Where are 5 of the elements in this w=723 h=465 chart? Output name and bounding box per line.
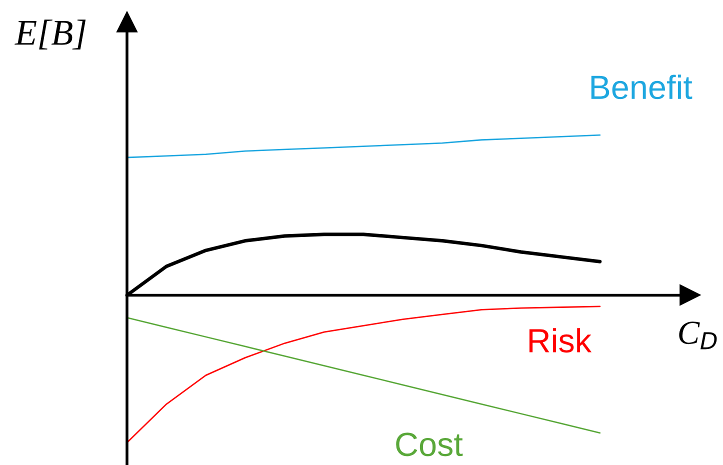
y-axis-title: E[B] (14, 20, 86, 50)
series-label: Risk (529, 328, 592, 353)
series-label: Cost (396, 432, 463, 456)
series-label: Benefit (591, 74, 692, 100)
x-axis-title: C$_{D}$ (679, 322, 717, 350)
